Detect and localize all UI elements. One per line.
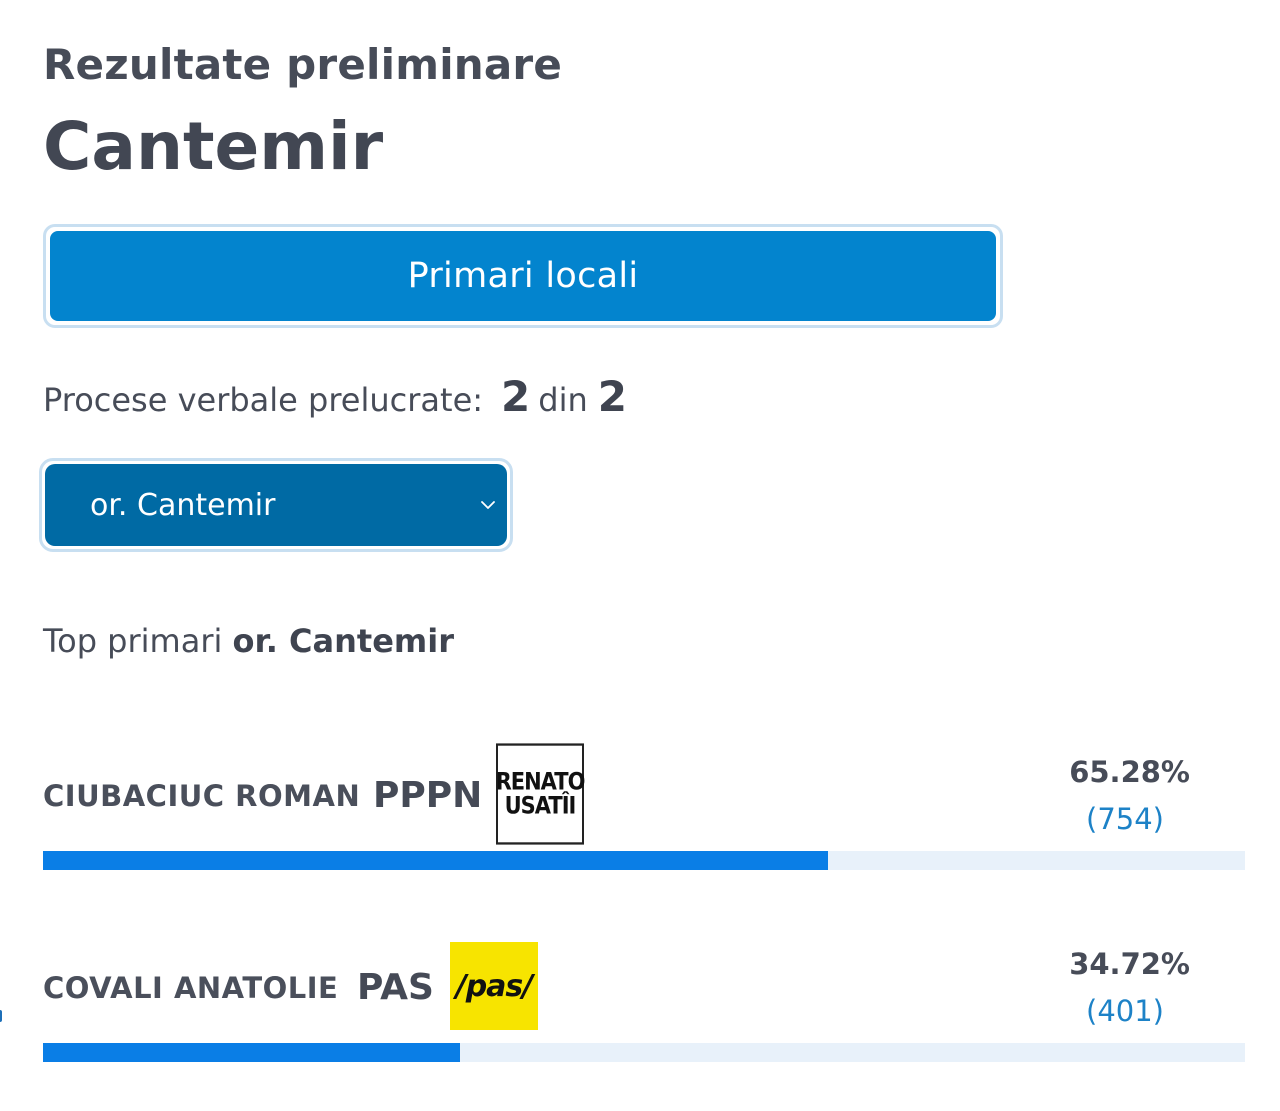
party-logo-line1: RENATO [495, 767, 586, 796]
candidate-name: CIUBACIUC ROMAN [43, 779, 361, 813]
locality-select-focus-ring: or. Cantemir [39, 458, 513, 552]
election-button-focus-ring: Primari locali [43, 224, 1003, 328]
top-mayors-locality: or. Cantemir [232, 622, 454, 660]
processed-total: 2 [597, 372, 627, 421]
processed-reports: Procese verbale prelucrate: 2 din 2 [43, 372, 627, 421]
candidate-name: COVALI ANATOLIE [43, 971, 339, 1005]
edge-marker [0, 1010, 2, 1022]
locality-select-value: or. Cantemir [90, 487, 276, 523]
locality-select[interactable]: or. Cantemir [45, 464, 507, 546]
candidate-percent: 34.72% [1069, 947, 1190, 981]
page-subtitle: Rezultate preliminare [43, 40, 563, 89]
candidate-votes: (401) [1086, 994, 1164, 1028]
top-mayors-label: Top primari [43, 622, 223, 660]
top-mayors-heading: Top primari or. Cantemir [43, 622, 454, 660]
result-bar-track [43, 851, 1245, 870]
result-bar-fill [43, 851, 828, 870]
candidate-party: PPPN [373, 775, 483, 816]
result-bar-track [43, 1043, 1245, 1062]
page-title: Cantemir [43, 108, 384, 185]
processed-label: Procese verbale prelucrate: [43, 381, 484, 419]
processed-count: 2 [501, 372, 531, 421]
party-logo-line2: USATÎI [504, 791, 577, 820]
candidate-percent: 65.28% [1069, 755, 1190, 789]
party-logo-pppn: RENATO USATÎI [495, 743, 586, 845]
processed-separator: din [538, 381, 588, 419]
candidate-party: PAS [357, 967, 434, 1008]
election-type-button[interactable]: Primari locali [50, 231, 996, 321]
chevron-down-icon [481, 501, 495, 509]
party-logo-pas: /pas/ [450, 942, 538, 1030]
result-bar-fill [43, 1043, 461, 1062]
candidate-votes: (754) [1086, 802, 1164, 836]
